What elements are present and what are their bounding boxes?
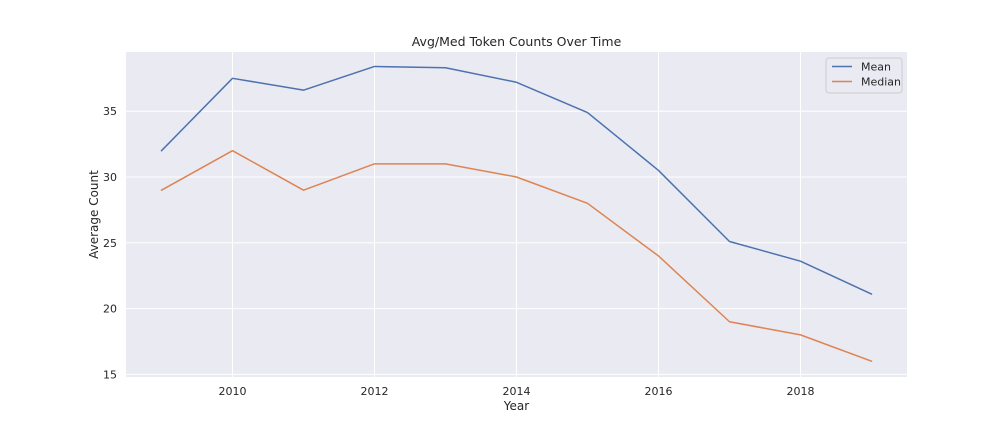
chart-title: Avg/Med Token Counts Over Time (412, 34, 622, 49)
grid-lines (126, 52, 907, 377)
x-tick-label: 2014 (503, 385, 531, 398)
legend: Mean Median (825, 57, 903, 94)
x-tick-labels: 2010 2012 2014 2016 2018 (219, 385, 815, 398)
series-line-mean (160, 65, 873, 295)
x-tick-label: 2012 (361, 385, 389, 398)
legend-label-mean: Mean (861, 61, 891, 74)
y-tick-label: 15 (103, 368, 117, 381)
y-tick-label: 20 (103, 303, 117, 316)
y-tick-label: 30 (103, 171, 117, 184)
x-tick-label: 2018 (787, 385, 815, 398)
series-lines (160, 65, 873, 362)
x-tick-label: 2010 (219, 385, 247, 398)
series-line-median (160, 149, 873, 362)
x-tick-label: 2016 (645, 385, 673, 398)
y-axis-label: Average Count (87, 170, 101, 259)
y-tick-label: 35 (103, 105, 117, 118)
y-tick-label: 25 (103, 237, 117, 250)
x-axis-label: Year (503, 399, 529, 413)
legend-label-median: Median (861, 76, 901, 89)
y-tick-labels: 15 20 25 30 35 (103, 105, 117, 381)
